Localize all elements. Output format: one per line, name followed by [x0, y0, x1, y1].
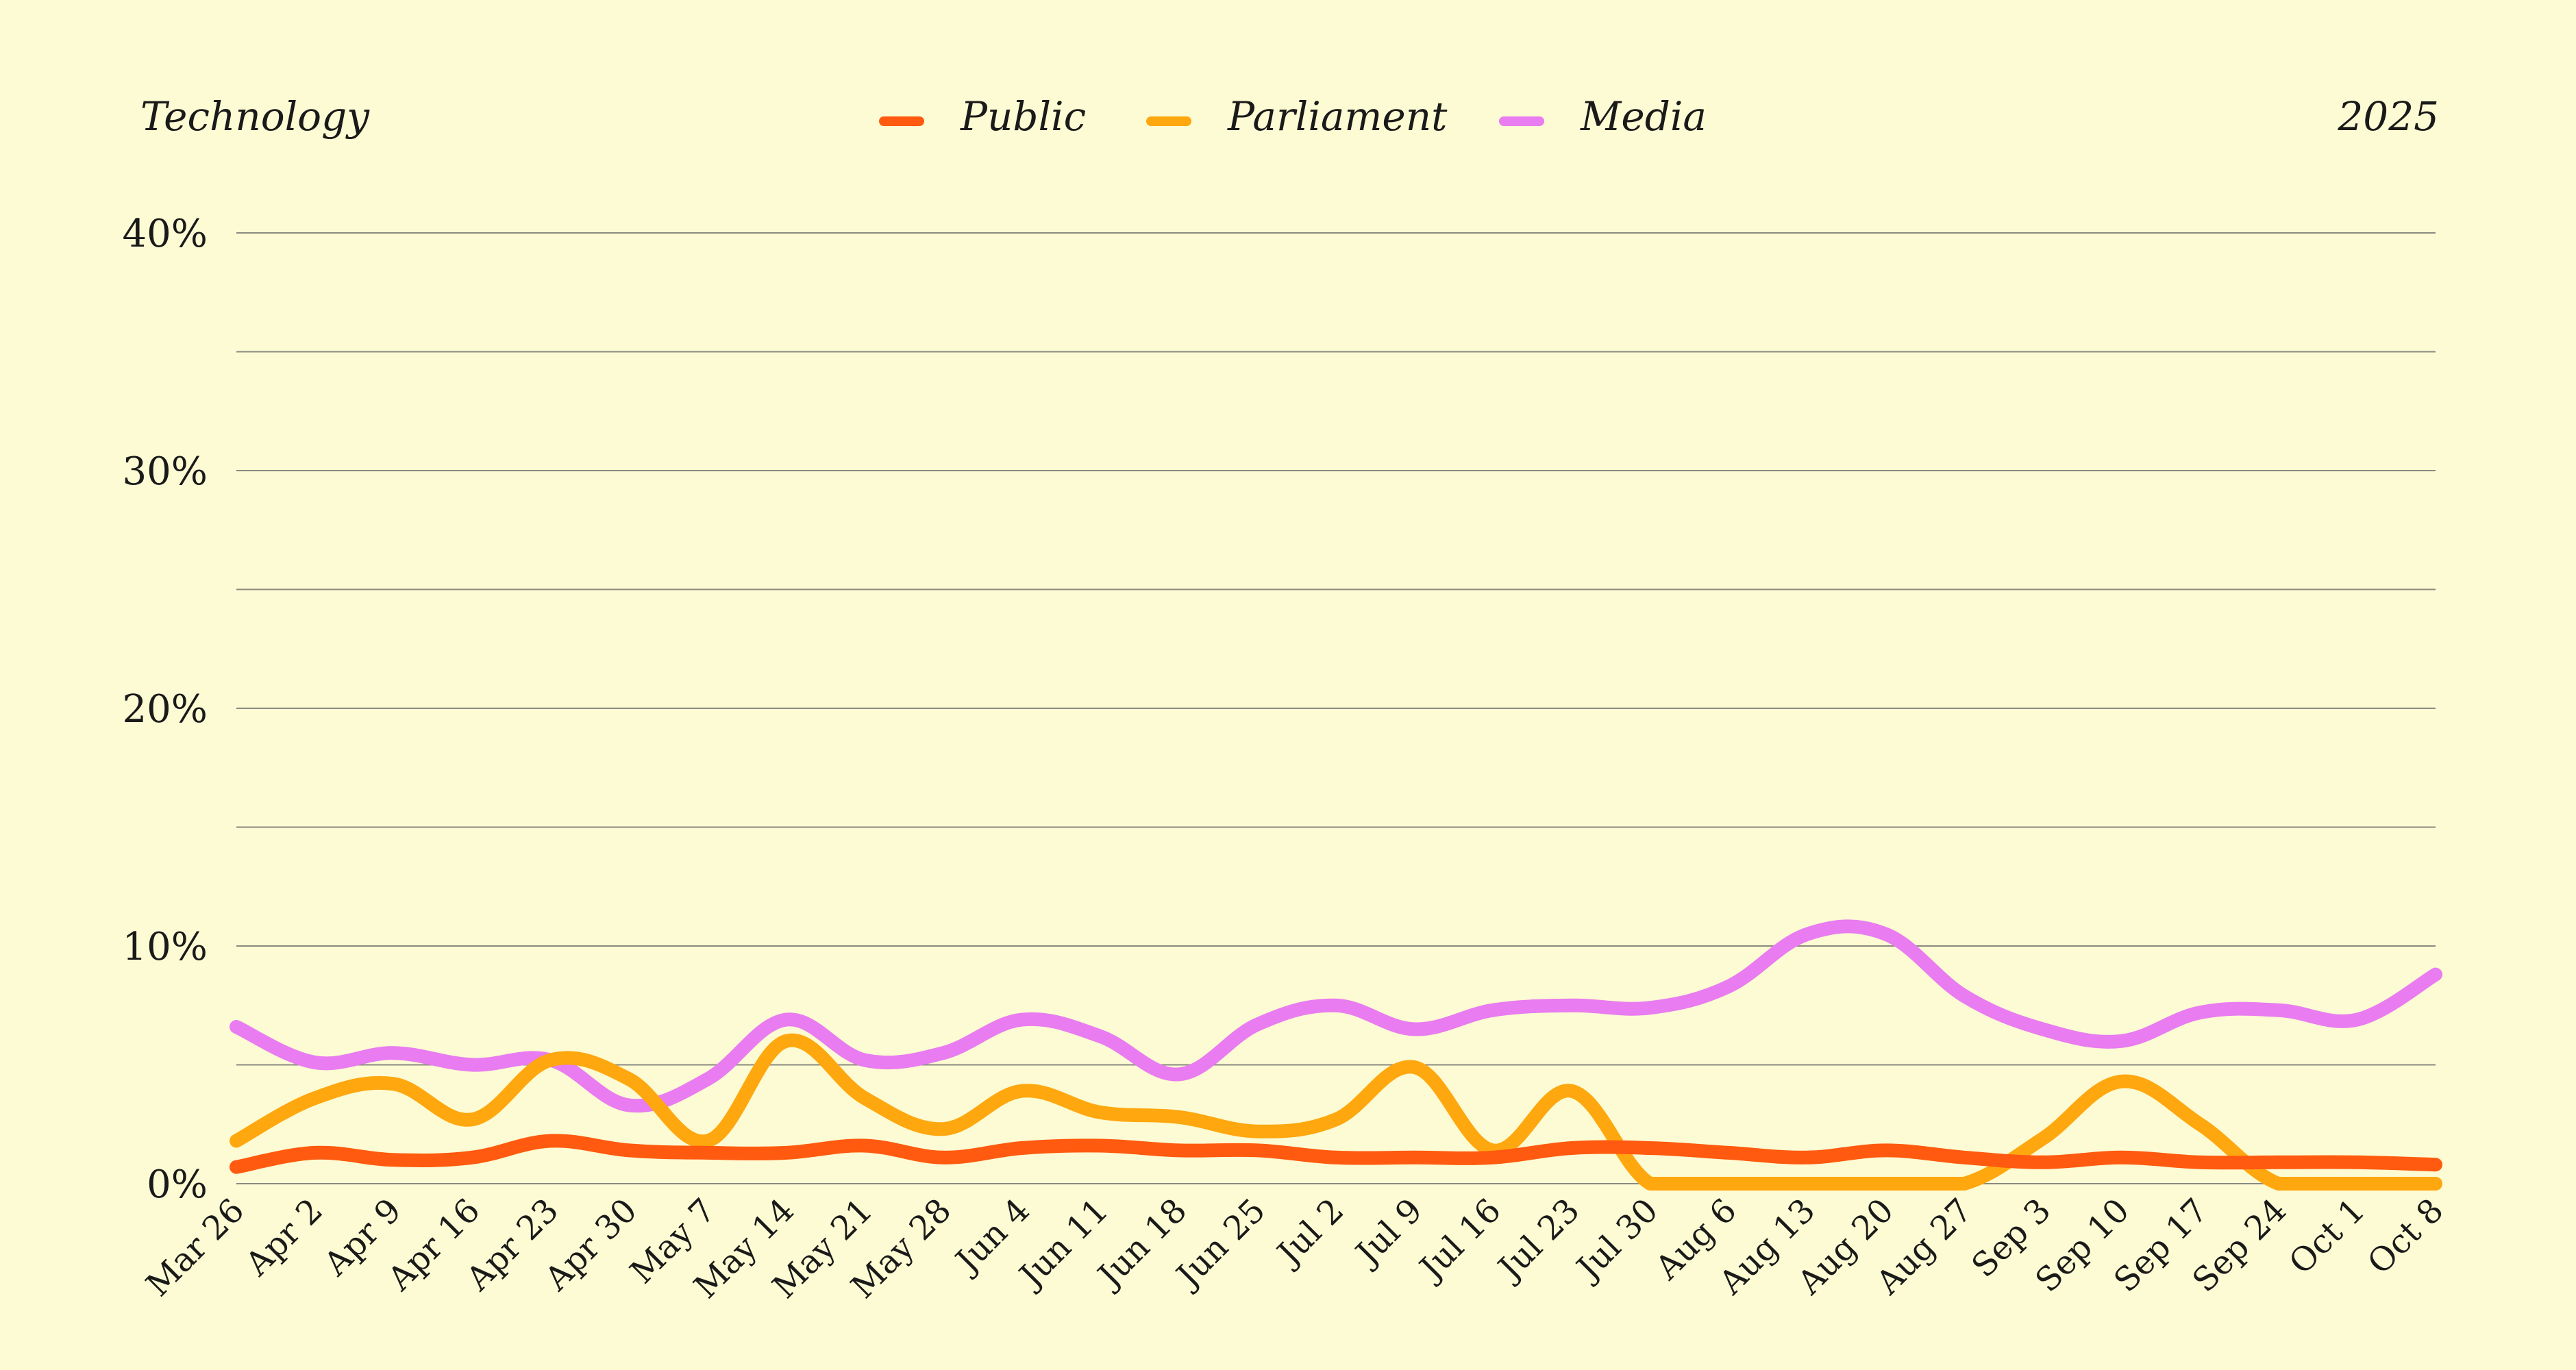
legend-label-media: Media [1580, 93, 1707, 140]
x-tick-label: Oct 1 [2281, 1191, 2372, 1282]
chart-year: 2025 [2337, 93, 2439, 140]
x-tick-label: Oct 8 [2360, 1191, 2451, 1282]
series-line-parliament [230, 1033, 2442, 1191]
legend: Public Parliament Media [879, 93, 1707, 140]
chart-title: Technology [140, 93, 370, 140]
series-line-public [230, 1134, 2442, 1174]
y-axis: 0% 10% 20% 30% 40% [123, 212, 208, 1207]
y-tick-label: 0% [147, 1162, 208, 1207]
x-tick-label: Jul 23 [1489, 1191, 1587, 1289]
legend-label-parliament: Parliament [1227, 93, 1448, 140]
x-tick-label: Jul 2 [1268, 1191, 1352, 1275]
x-tick-label: Apr 2 [238, 1191, 330, 1284]
x-tick-label: Jul 16 [1410, 1191, 1508, 1289]
chart-header: Technology 2025 [140, 93, 2439, 140]
y-tick-label: 10% [123, 925, 208, 969]
series-lines [230, 919, 2442, 1191]
y-tick-label: 30% [123, 449, 208, 494]
x-tick-label: Jul 30 [1568, 1191, 1665, 1289]
x-tick-label: Mar 26 [139, 1191, 252, 1304]
series-line-media [230, 919, 2442, 1113]
y-tick-label: 20% [123, 687, 208, 732]
legend-label-public: Public [960, 93, 1086, 140]
y-tick-label: 40% [123, 212, 208, 256]
